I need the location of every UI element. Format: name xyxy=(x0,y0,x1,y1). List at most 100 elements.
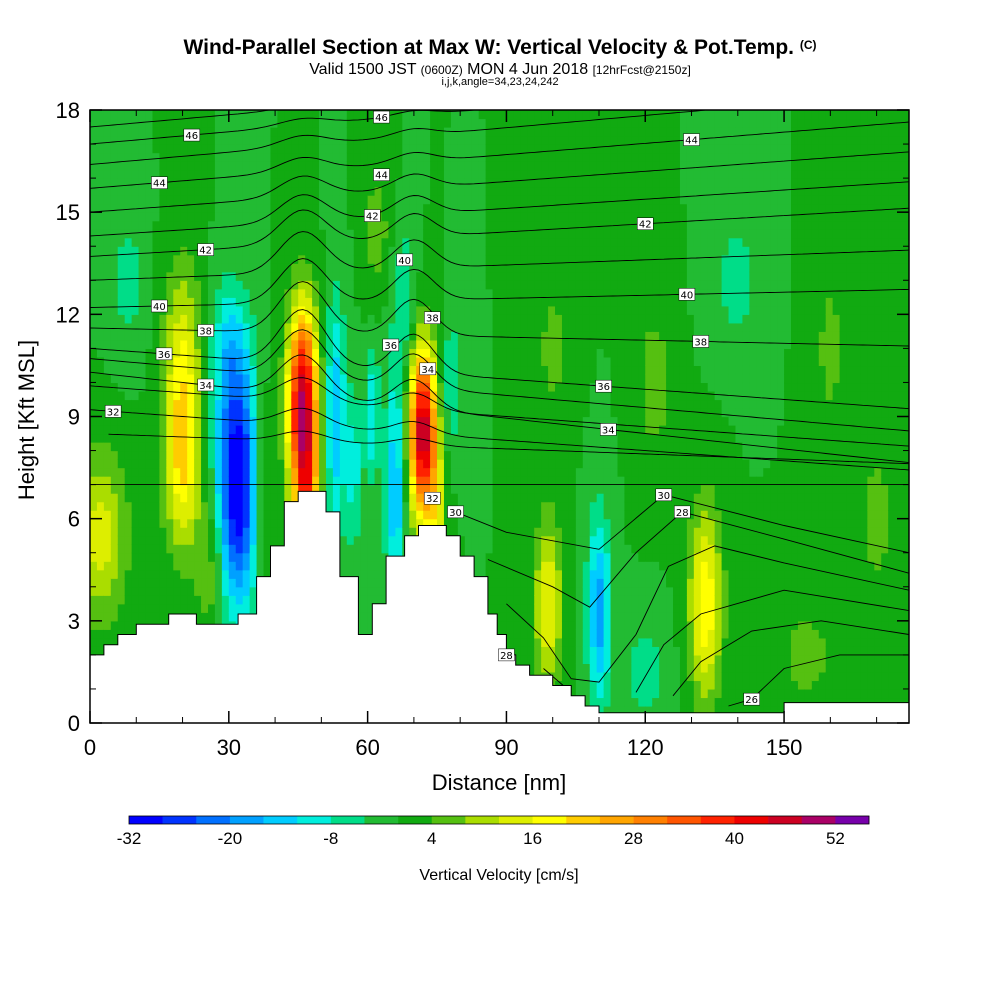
velocity-cell xyxy=(485,416,494,426)
velocity-cell xyxy=(471,561,480,571)
velocity-cell xyxy=(541,178,549,188)
velocity-cell xyxy=(166,399,174,409)
velocity-cell xyxy=(471,373,480,384)
velocity-cell xyxy=(96,620,105,630)
velocity-cell xyxy=(437,442,445,452)
velocity-cell xyxy=(277,527,285,537)
velocity-cell xyxy=(409,493,417,503)
velocity-cell xyxy=(298,246,306,256)
velocity-cell xyxy=(117,433,126,443)
velocity-cell xyxy=(527,629,535,639)
velocity-cell xyxy=(339,382,348,392)
velocity-cell xyxy=(228,390,237,401)
velocity-cell xyxy=(464,348,473,358)
velocity-cell xyxy=(485,331,494,341)
velocity-cell xyxy=(416,442,424,452)
velocity-cell xyxy=(291,178,299,188)
velocity-cell xyxy=(402,425,410,435)
velocity-cell xyxy=(249,603,258,613)
velocity-cell xyxy=(561,433,570,443)
velocity-cell xyxy=(527,663,535,673)
velocity-cell xyxy=(450,220,459,230)
velocity-cell xyxy=(492,110,501,120)
velocity-cell xyxy=(367,246,376,256)
velocity-cell xyxy=(360,578,369,588)
velocity-cell xyxy=(110,637,119,647)
velocity-cell xyxy=(319,314,327,324)
velocity-cell xyxy=(339,288,348,298)
velocity-cell xyxy=(277,263,285,273)
velocity-cell xyxy=(187,382,195,392)
velocity-cell xyxy=(485,433,494,443)
velocity-cell xyxy=(457,297,466,307)
velocity-cell xyxy=(506,220,514,230)
velocity-cell xyxy=(305,288,313,298)
velocity-cell xyxy=(166,144,174,154)
velocity-cell xyxy=(450,263,459,273)
velocity-cell xyxy=(409,118,417,128)
velocity-cell xyxy=(124,569,133,579)
velocity-cell xyxy=(166,263,174,273)
velocity-cell xyxy=(152,212,161,222)
velocity-cell xyxy=(221,212,230,222)
velocity-cell xyxy=(207,314,216,324)
velocity-cell xyxy=(214,246,223,256)
velocity-cell xyxy=(96,322,105,332)
velocity-cell xyxy=(305,186,313,196)
velocity-cell xyxy=(90,416,98,426)
velocity-cell xyxy=(471,161,480,171)
velocity-cell xyxy=(339,399,348,409)
velocity-cell xyxy=(416,510,424,520)
velocity-cell xyxy=(117,373,126,384)
velocity-cell xyxy=(513,425,521,435)
velocity-cell xyxy=(270,493,278,503)
velocity-cell xyxy=(235,493,244,503)
velocity-cell xyxy=(96,629,105,639)
velocity-cell xyxy=(166,229,174,239)
velocity-cell xyxy=(90,561,98,571)
velocity-cell xyxy=(187,339,195,349)
velocity-cell xyxy=(430,288,438,298)
velocity-cell xyxy=(131,459,140,469)
velocity-cell xyxy=(520,144,528,154)
velocity-cell xyxy=(402,135,410,145)
velocity-cell xyxy=(513,518,521,528)
velocity-cell xyxy=(235,246,244,256)
velocity-cell xyxy=(319,305,327,315)
velocity-cell xyxy=(117,416,126,426)
velocity-cell xyxy=(513,476,521,486)
velocity-cell xyxy=(346,510,355,520)
velocity-cell xyxy=(249,416,258,426)
velocity-cell xyxy=(471,178,480,188)
velocity-cell xyxy=(381,186,390,196)
velocity-cell xyxy=(513,297,521,307)
velocity-cell xyxy=(90,484,98,494)
velocity-cell xyxy=(117,612,126,622)
velocity-cell xyxy=(124,220,133,230)
velocity-cell xyxy=(548,586,556,596)
velocity-cell xyxy=(124,237,133,247)
velocity-cell xyxy=(360,339,369,349)
velocity-cell xyxy=(305,212,313,222)
velocity-cell xyxy=(506,254,514,264)
velocity-cell xyxy=(499,263,508,273)
velocity-cell xyxy=(541,118,549,128)
velocity-cell xyxy=(207,586,216,596)
velocity-cell xyxy=(228,476,237,486)
velocity-cell xyxy=(555,416,563,426)
velocity-cell xyxy=(228,407,237,418)
velocity-cell xyxy=(291,390,299,401)
velocity-cell xyxy=(201,203,209,213)
velocity-cell xyxy=(180,501,188,511)
velocity-cell xyxy=(339,365,348,375)
velocity-cell xyxy=(423,339,431,349)
velocity-cell xyxy=(103,425,112,435)
velocity-cell xyxy=(319,416,327,426)
velocity-cell xyxy=(131,373,140,384)
velocity-cell xyxy=(103,229,112,239)
velocity-cell xyxy=(395,280,403,290)
velocity-cell xyxy=(464,339,473,349)
velocity-cell xyxy=(561,339,570,349)
velocity-cell xyxy=(437,399,445,409)
velocity-cell xyxy=(541,433,549,443)
